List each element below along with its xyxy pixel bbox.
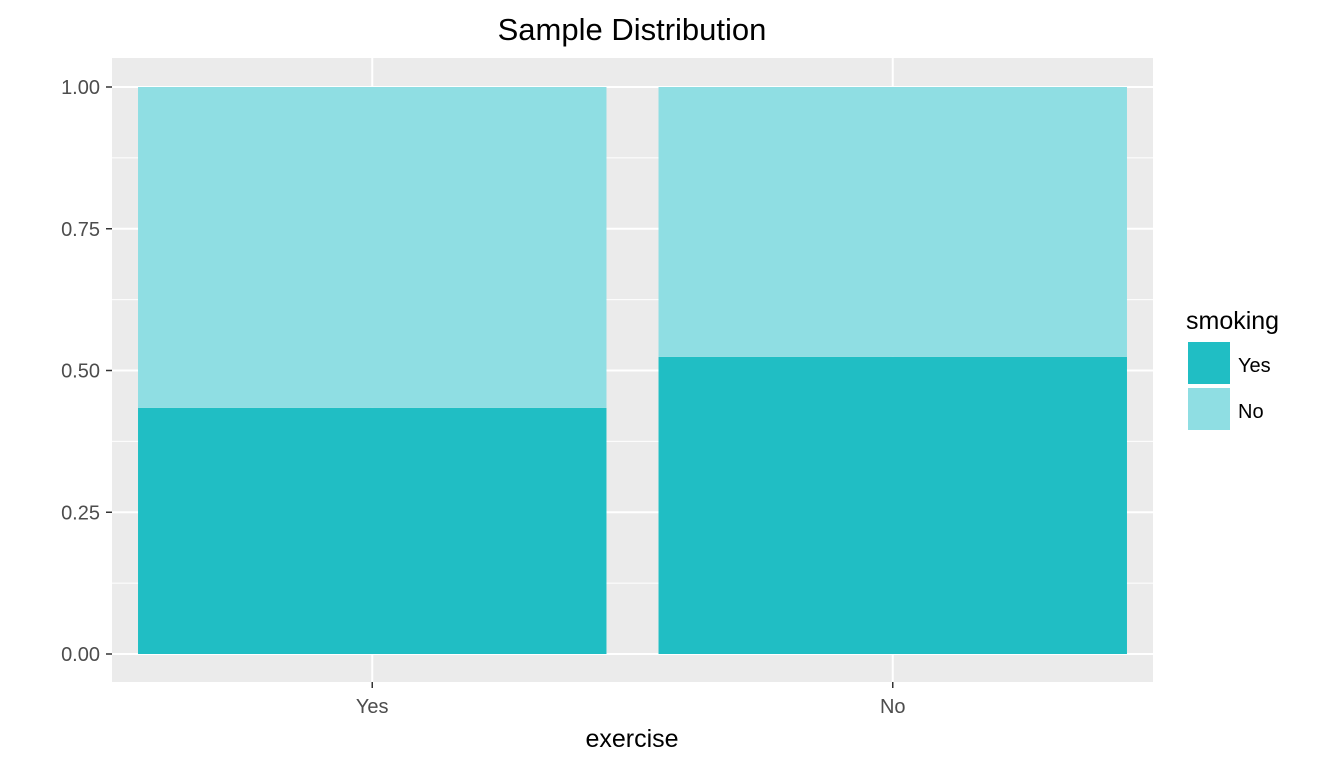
legend-label-yes: Yes [1238,355,1271,377]
y-tick-label: 1.00 [61,77,100,99]
y-tick-label: 0.25 [61,502,100,524]
bar-yes-yes [138,407,607,654]
x-axis-title: exercise [585,725,678,753]
y-tick-label: 0.75 [61,219,100,241]
legend-label-no: No [1238,401,1264,423]
y-tick-label: 0.50 [61,361,100,383]
x-tick-label: Yes [356,696,389,718]
bar-no-no [658,87,1127,357]
chart-title: Sample Distribution [498,12,767,47]
x-tick-label: No [880,696,906,718]
bar-no-yes [658,356,1127,654]
axes: 0.00 0.25 0.50 0.75 1.00 Yes No [61,77,905,718]
bars [138,87,1127,654]
legend: smoking Yes No [1186,307,1279,430]
legend-key-yes [1188,342,1230,384]
bar-yes-no [138,87,607,408]
legend-title: smoking [1186,307,1279,335]
y-tick-label: 0.00 [61,644,100,666]
legend-key-no [1188,388,1230,430]
